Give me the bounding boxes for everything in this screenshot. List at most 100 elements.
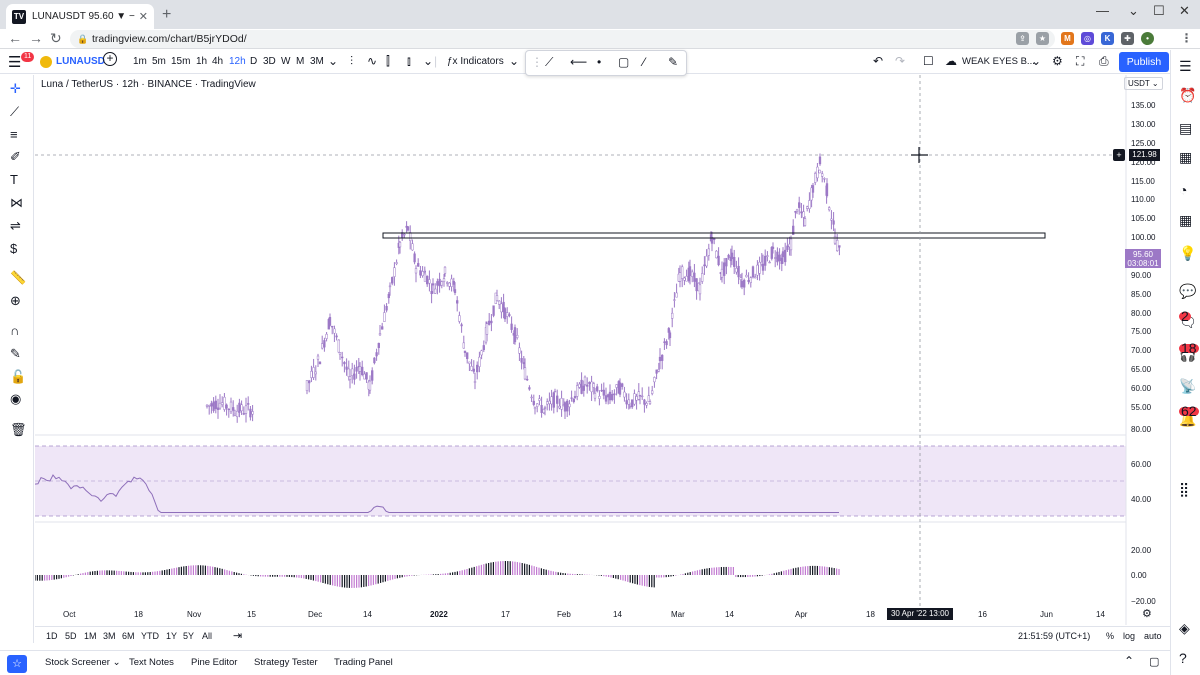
magnet-icon[interactable]: ∩ bbox=[10, 323, 20, 338]
tab-strategy-tester[interactable]: Strategy Tester bbox=[254, 657, 318, 668]
candle-style-icon[interactable]: ⫿ bbox=[386, 54, 390, 68]
interval-5m[interactable]: 5m bbox=[152, 56, 166, 67]
tab-trading-panel[interactable]: Trading Panel bbox=[334, 657, 393, 668]
range-1y[interactable]: 1Y bbox=[166, 631, 178, 641]
range-6m[interactable]: 6M bbox=[122, 631, 135, 641]
puzzle-extensions-icon[interactable]: ✚ bbox=[1121, 32, 1134, 45]
line-icon[interactable]: ⁄ bbox=[643, 55, 646, 69]
add-alert-plus-button[interactable]: + bbox=[1113, 149, 1125, 161]
interval-12h[interactable]: 12h bbox=[229, 56, 246, 67]
bar-style-icon[interactable]: ⫶ bbox=[350, 54, 354, 68]
tab-text-notes[interactable]: Text Notes bbox=[129, 657, 174, 668]
brush-icon[interactable]: ✐ bbox=[10, 149, 21, 164]
interval-w[interactable]: W bbox=[281, 56, 291, 67]
forward-arrow-icon[interactable]: → bbox=[29, 30, 43, 46]
maximize-panel-icon[interactable]: ▢ bbox=[1149, 656, 1160, 668]
grid-icon[interactable]: ▦ bbox=[1179, 212, 1193, 228]
redo-icon[interactable]: ↷ bbox=[895, 54, 906, 68]
star-icon[interactable]: ☆ bbox=[7, 655, 27, 673]
price-chart[interactable] bbox=[35, 75, 1170, 625]
browser-menu-icon[interactable]: ⋮ bbox=[1180, 31, 1193, 45]
range-all[interactable]: All bbox=[202, 631, 213, 641]
back-arrow-icon[interactable]: ← bbox=[8, 30, 22, 46]
interval-4h[interactable]: 4h bbox=[212, 56, 224, 67]
interval-1h[interactable]: 1h bbox=[196, 56, 208, 67]
minimize-window-button[interactable]: — bbox=[1096, 3, 1109, 18]
lock-icon[interactable]: 🔓 bbox=[10, 369, 27, 384]
layout-checkbox-icon[interactable]: ☐ bbox=[923, 54, 934, 68]
range-5y[interactable]: 5Y bbox=[183, 631, 195, 641]
profile-avatar[interactable]: • bbox=[1141, 32, 1154, 45]
stay-drawing-icon[interactable]: ✎ bbox=[10, 346, 21, 361]
fullscreen-icon[interactable]: ⛶ bbox=[1076, 54, 1085, 68]
range-1d[interactable]: 1D bbox=[46, 631, 58, 641]
timezone-clock[interactable]: 21:51:59 (UTC+1) bbox=[1018, 631, 1091, 641]
alarm-clock-icon[interactable]: ⏰ bbox=[1179, 87, 1197, 103]
browser-tab[interactable]: TV LUNAUSDT 95.60 ▼ −1.86% WEAK ✕ bbox=[6, 4, 154, 29]
gear-icon[interactable]: ⚙ bbox=[1142, 608, 1152, 620]
hamburger-menu-icon[interactable]: ☰ bbox=[8, 54, 22, 71]
interval-m[interactable]: M bbox=[296, 56, 305, 67]
url-field[interactable]: 🔒 tradingview.com/chart/B5jrYDOd/ bbox=[70, 30, 1055, 48]
interval-3m[interactable]: 3M bbox=[310, 56, 324, 67]
symbol-search[interactable]: LUNAUSD bbox=[56, 56, 105, 67]
chevron-down-icon[interactable]: ⌄ bbox=[328, 54, 339, 68]
tab-stock-screener[interactable]: Stock Screener ⌄ bbox=[45, 657, 121, 668]
chevron-down-icon[interactable]: ⌄ bbox=[1128, 3, 1139, 18]
percent-scale-toggle[interactable]: % bbox=[1106, 631, 1115, 641]
range-3m[interactable]: 3M bbox=[103, 631, 116, 641]
range-5d[interactable]: 5D bbox=[65, 631, 77, 641]
chevron-down-icon[interactable]: ⌄ bbox=[509, 54, 520, 68]
log-scale-toggle[interactable]: log bbox=[1123, 631, 1136, 641]
metamask-extension-icon[interactable]: M bbox=[1061, 32, 1074, 45]
interval-15m[interactable]: 15m bbox=[171, 56, 191, 67]
ruler-icon[interactable]: 📏 bbox=[10, 270, 27, 285]
chevron-down-icon[interactable]: ⌄ bbox=[1031, 54, 1042, 68]
extension-k-icon[interactable]: K bbox=[1101, 32, 1114, 45]
close-window-button[interactable]: ✕ bbox=[1179, 3, 1190, 18]
close-tab-icon[interactable]: ✕ bbox=[138, 11, 148, 23]
interval-1m[interactable]: 1m bbox=[133, 56, 147, 67]
horizontal-ray-icon[interactable]: ⟵ bbox=[570, 55, 588, 69]
layers-icon[interactable]: ◈ bbox=[1179, 620, 1190, 636]
crosshair-icon[interactable]: ✛ bbox=[10, 81, 21, 96]
bars-style-icon[interactable]: ⫾ bbox=[407, 54, 411, 68]
auto-scale-toggle[interactable]: auto bbox=[1144, 631, 1162, 641]
layout-name[interactable]: WEAK EYES B... bbox=[962, 56, 1035, 67]
prediction-icon[interactable]: ⇌ bbox=[10, 218, 21, 233]
trend-line-icon[interactable]: ⟋ bbox=[545, 55, 554, 69]
dollar-icon[interactable]: $ bbox=[10, 241, 18, 256]
extension-icon[interactable]: ◎ bbox=[1081, 32, 1094, 45]
chevron-down-icon[interactable]: ⌄ bbox=[423, 54, 434, 68]
tab-pine-editor[interactable]: Pine Editor bbox=[191, 657, 238, 668]
trend-line-icon[interactable]: ⟋ bbox=[10, 104, 20, 119]
currency-selector[interactable]: USDT ⌄ bbox=[1124, 77, 1163, 90]
eye-icon[interactable]: ◉ bbox=[10, 391, 22, 406]
drag-handle-icon[interactable]: ⋮ bbox=[531, 55, 543, 69]
dot-icon[interactable]: • bbox=[597, 55, 602, 69]
chevron-up-icon[interactable]: ⌃ bbox=[1124, 654, 1135, 668]
publish-button[interactable]: Publish bbox=[1119, 52, 1169, 72]
new-tab-button[interactable]: + bbox=[162, 6, 172, 23]
line-style-icon[interactable]: ∿ bbox=[367, 54, 378, 68]
camera-icon[interactable]: ⎙ bbox=[1099, 54, 1109, 68]
help-icon[interactable]: ? bbox=[1179, 650, 1187, 666]
calendar-icon[interactable]: ▦ bbox=[1179, 149, 1193, 165]
compare-symbol-button[interactable]: + bbox=[103, 52, 117, 66]
rectangle-icon[interactable]: ▢ bbox=[618, 55, 630, 69]
bookmark-star-icon[interactable]: ★ bbox=[1036, 32, 1049, 45]
indicators-button[interactable]: ƒx Indicators bbox=[447, 56, 504, 67]
pen-icon[interactable]: ✎ bbox=[668, 55, 679, 69]
goto-date-icon[interactable]: ⇥ bbox=[233, 630, 243, 642]
undo-icon[interactable]: ↶ bbox=[873, 54, 884, 68]
broadcast-icon[interactable]: 📡 bbox=[1179, 378, 1197, 394]
share-icon[interactable]: ⇪ bbox=[1016, 32, 1029, 45]
interval-3d[interactable]: 3D bbox=[263, 56, 276, 67]
chat-icon[interactable]: 💬 bbox=[1179, 283, 1197, 299]
reload-icon[interactable]: ↻ bbox=[50, 30, 62, 46]
range-1m[interactable]: 1M bbox=[84, 631, 97, 641]
interval-d[interactable]: D bbox=[250, 56, 258, 67]
pie-chart-icon[interactable]: ◔ bbox=[1179, 182, 1188, 198]
lightbulb-icon[interactable]: 💡 bbox=[1179, 245, 1197, 261]
news-icon[interactable]: ▤ bbox=[1179, 120, 1193, 136]
